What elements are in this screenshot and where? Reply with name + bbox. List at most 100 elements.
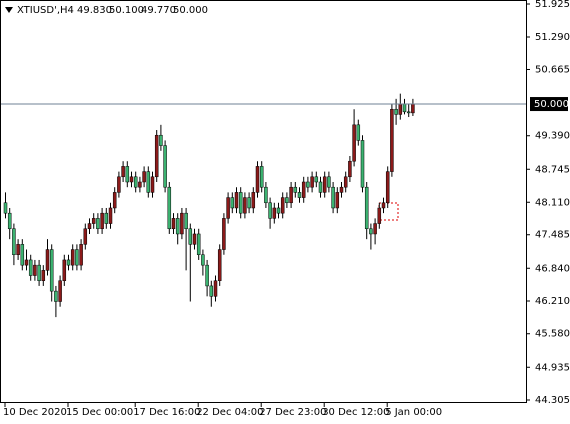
y-tick-label: 49.390 xyxy=(535,131,570,142)
candle-body xyxy=(163,145,167,188)
candle-body xyxy=(394,108,398,115)
candle-body xyxy=(142,171,146,183)
menu-arrow[interactable] xyxy=(5,7,13,13)
candle-body xyxy=(70,249,75,266)
candle-body xyxy=(264,186,268,204)
candle-body xyxy=(33,264,37,276)
candle-body xyxy=(129,176,134,183)
x-tick-label: 10 Dec 2020 xyxy=(3,407,67,418)
candle-body xyxy=(28,259,33,276)
y-tick-label: 51.925 xyxy=(535,0,570,10)
x-tick-label: 5 Jan 00:00 xyxy=(385,407,442,418)
candle-body xyxy=(45,249,50,271)
candle-body xyxy=(398,103,403,115)
candle-body xyxy=(285,197,289,204)
candle-body xyxy=(54,290,58,302)
candle-body xyxy=(49,249,54,292)
y-tick-label: 44.935 xyxy=(535,362,570,373)
candle-body xyxy=(230,197,235,209)
y-tick-label: 46.210 xyxy=(535,296,570,307)
candle-body xyxy=(171,218,176,230)
candle-body xyxy=(373,223,377,235)
candle-body xyxy=(276,207,281,214)
candle-body xyxy=(364,186,369,230)
candle-body xyxy=(213,280,218,297)
price-label-box xyxy=(530,97,568,112)
candle-body xyxy=(255,166,260,193)
candle-body xyxy=(175,218,180,235)
candle-body xyxy=(146,171,151,193)
candle-body xyxy=(301,181,306,198)
candle-body xyxy=(356,124,361,141)
candle-body xyxy=(7,212,12,230)
candle-body xyxy=(108,207,113,224)
y-tick-label: 51.290 xyxy=(535,32,570,43)
candle-body xyxy=(62,259,67,281)
candle-body xyxy=(112,192,117,209)
candle-body xyxy=(226,197,230,219)
candle-body xyxy=(411,103,415,114)
candle-body xyxy=(377,207,382,224)
candle-body xyxy=(125,166,130,183)
candle-body xyxy=(352,124,356,162)
candle-body xyxy=(293,186,298,193)
candle-body xyxy=(402,103,407,113)
candle-body xyxy=(96,218,100,230)
candle-body xyxy=(306,181,310,188)
candle-body xyxy=(259,166,264,188)
candle-body xyxy=(184,212,188,230)
candle-body xyxy=(247,197,251,209)
candle-body xyxy=(41,270,46,281)
candle-body xyxy=(196,233,201,255)
candle-body xyxy=(188,228,193,245)
candle-body xyxy=(339,186,344,193)
candle-body xyxy=(83,228,88,245)
candle-body xyxy=(150,176,155,193)
candle-body xyxy=(348,160,352,178)
price-label: 50.000 xyxy=(534,99,569,110)
y-tick-label: 45.580 xyxy=(535,329,570,340)
candle-body xyxy=(406,111,411,114)
candle-body xyxy=(91,218,96,224)
candle-body xyxy=(104,212,109,224)
candle-body xyxy=(331,186,335,209)
candle-body xyxy=(322,176,327,193)
candle-body xyxy=(58,280,62,302)
x-tick-label: 27 Dec 23:00 xyxy=(259,407,326,418)
candle-body xyxy=(381,202,386,209)
close-value: 50.000 xyxy=(173,5,208,16)
candle-body xyxy=(37,264,41,281)
candle-body xyxy=(12,228,16,255)
candle-body xyxy=(209,285,214,297)
x-tick-label: 15 Dec 00:00 xyxy=(66,407,133,418)
candle-body xyxy=(167,186,172,230)
candle-body xyxy=(289,186,293,204)
y-tick-label: 48.745 xyxy=(535,164,570,175)
candle-body xyxy=(75,249,79,266)
x-tick-label: 30 Dec 12:00 xyxy=(322,407,389,418)
candle-body xyxy=(238,192,243,214)
candle-body xyxy=(251,192,256,209)
candle-body xyxy=(192,233,197,245)
candle-body xyxy=(20,244,25,266)
y-tick-label: 48.110 xyxy=(535,197,570,208)
candle-body xyxy=(201,254,205,266)
candle-body xyxy=(310,176,314,188)
candle-body xyxy=(234,192,239,209)
candle-body xyxy=(138,181,142,188)
plot-frame xyxy=(0,0,527,403)
candle-body xyxy=(180,212,184,235)
candle-body xyxy=(16,244,20,255)
candle-body xyxy=(327,176,331,188)
y-tick-label: 46.840 xyxy=(535,263,570,274)
candle-body xyxy=(217,249,222,281)
candle-body xyxy=(335,192,340,209)
y-tick-label: 47.485 xyxy=(535,230,570,241)
candle-body xyxy=(205,264,209,287)
candle-body xyxy=(343,176,348,188)
candle-body xyxy=(297,192,302,198)
candle-body xyxy=(222,218,226,250)
candle-body xyxy=(100,212,104,230)
